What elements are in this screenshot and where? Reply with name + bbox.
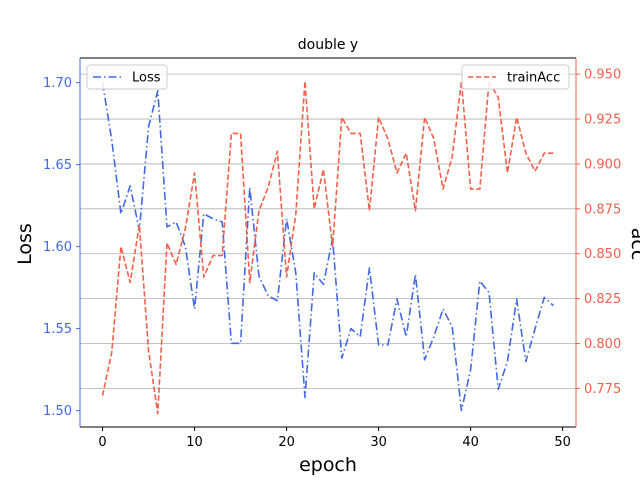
- right-y-tick-label: 0.925: [584, 113, 621, 128]
- legend-trainacc-box: [461, 64, 570, 90]
- legend-loss-box: [86, 64, 168, 90]
- right-y-tick-label: 0.850: [584, 247, 621, 262]
- legend-trainacc-label: trainAcc: [507, 71, 560, 86]
- x-tick-label: 50: [554, 435, 571, 450]
- left-y-tick-label: 1.60: [43, 240, 72, 255]
- right-y-axis-label: acc: [627, 228, 640, 261]
- legend-loss-label: Loss: [132, 71, 161, 86]
- x-tick-label: 20: [278, 435, 295, 450]
- series-line-trainacc: [101, 80, 554, 415]
- x-axis-label: epoch: [299, 454, 357, 476]
- right-y-tick-label: 0.950: [584, 68, 621, 83]
- legend-loss: Loss: [86, 64, 168, 90]
- x-tick-label: 10: [186, 435, 203, 450]
- right-y-tick-label: 0.900: [584, 157, 621, 172]
- left-y-axis-label: Loss: [14, 223, 36, 265]
- x-tick-label: 0: [98, 435, 106, 450]
- series-layer: [101, 80, 554, 415]
- left-y-tick-label: 1.65: [43, 158, 72, 173]
- x-tick-label: 30: [370, 435, 387, 450]
- right-y-tick-label: 0.800: [584, 337, 621, 352]
- left-y-tick-label: 1.55: [43, 322, 72, 337]
- left-y-tick-label: 1.50: [43, 404, 72, 419]
- series-line-loss: [101, 82, 554, 412]
- axes-layer: double y epoch Loss acc 0 10 20 30 40 50 1.50 1…: [14, 37, 640, 476]
- right-y-tick-label: 0.825: [584, 292, 621, 307]
- right-y-tick-label: 0.875: [584, 202, 621, 217]
- left-y-tick-label: 1.70: [43, 76, 72, 91]
- chart-title: double y: [298, 37, 358, 53]
- legend-trainacc: trainAcc: [461, 64, 570, 90]
- x-tick-label: 40: [462, 435, 479, 450]
- right-y-tick-label: 0.775: [584, 382, 621, 397]
